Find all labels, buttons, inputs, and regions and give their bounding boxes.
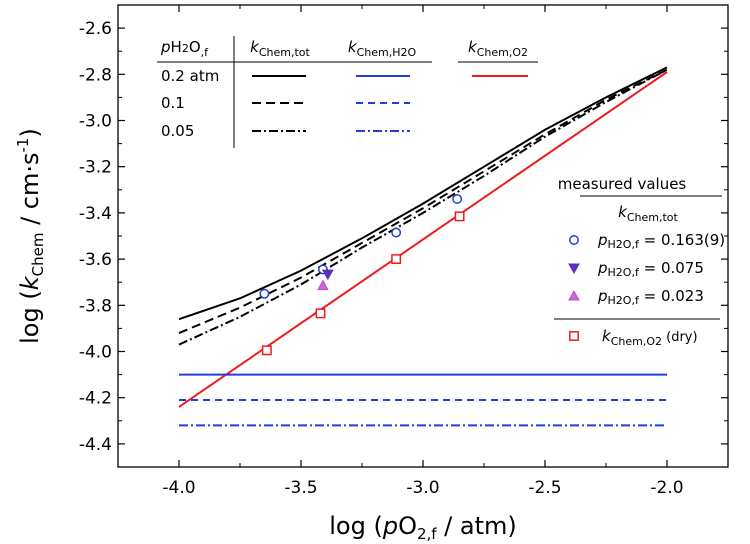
series-line-tot_01 [178, 68, 668, 334]
legend-model-lines: pH2O,f kChem,tot kChem,H2O kChem,O2 0.2 atm 0… [157, 36, 538, 148]
data-point-m_0163 [452, 194, 463, 204]
data-point-m_0075 [321, 269, 334, 281]
legend-col-ko2: kChem,O2 [468, 38, 528, 59]
legend-marker-m_0163 [569, 235, 579, 245]
series-line-tot_02 [178, 66, 668, 321]
legend-measured-title: measured values [558, 175, 687, 193]
y-axis-title: log (kChem / cm·s-1) [14, 128, 47, 344]
legend-header-ph2o: pH2O,f [160, 38, 209, 59]
y-tick-label: -3.6 [79, 250, 112, 270]
legend-row-label: 0.1 [161, 94, 185, 112]
legend-col-kh2o: kChem,H2O [348, 38, 417, 59]
legend-entry-m_0023: pH2O,f = 0.023 [597, 287, 704, 307]
y-tick-label: -4.2 [79, 389, 112, 409]
series-line-tot_005 [178, 68, 668, 346]
legend-row-label: 0.05 [161, 122, 194, 140]
data-point-m_o2 [391, 254, 402, 265]
x-tick-label: -4.0 [162, 478, 195, 498]
y-tick-label: -4.0 [79, 343, 112, 363]
x-tick-label: -3.5 [284, 478, 317, 498]
y-tick-label: -3.0 [79, 112, 112, 132]
axes: -4.0 -3.5 -3.0 -2.5 -2.0 -2.6 -2.8 -3.0 -3.2 -3.4… [14, 4, 729, 543]
y-tick-label: -3.2 [79, 158, 112, 178]
y-tick-label: -3.8 [79, 296, 112, 316]
legend-marker-m_0075 [568, 263, 580, 275]
data-point-m_o2 [261, 345, 272, 356]
legend-entry-m_0075: pH2O,f = 0.075 [597, 259, 704, 279]
x-axis-title: log (pO2,f / atm) [329, 512, 517, 543]
y-tick-label: -2.6 [79, 19, 112, 39]
series-lines [178, 66, 668, 427]
legend-measured-subtitle: kChem,tot [618, 203, 678, 224]
measured-points [259, 194, 465, 356]
data-point-m_o2 [454, 211, 465, 222]
y-tick-label: -2.8 [79, 65, 112, 85]
x-tick-label: -2.0 [650, 478, 683, 498]
x-tick-label: -3.0 [406, 478, 439, 498]
legend-entry-o2-dry: kChem,O2 (dry) [602, 327, 698, 348]
legend-marker-m_o2 [569, 331, 579, 341]
legend-marker-m_0023 [568, 289, 580, 301]
y-tick-label: -3.4 [79, 204, 112, 224]
y-tick-label: -4.4 [79, 435, 112, 455]
data-point-m_0163 [391, 227, 402, 238]
x-tick-label: -2.5 [528, 478, 561, 498]
data-point-m_0023 [317, 279, 329, 291]
legend-row-label: 0.2 atm [161, 67, 219, 85]
legend-col-ktot: kChem,tot [250, 38, 310, 59]
data-point-m_0163 [259, 288, 270, 299]
data-point-m_o2 [315, 308, 326, 319]
series-line-o2 [178, 71, 668, 408]
legend-entry-m_0163: pH2O,f = 0.163(9) [597, 231, 725, 251]
legend-measured-values: measured values kChem,tot pH2O,f = 0.163(9… [554, 175, 725, 348]
